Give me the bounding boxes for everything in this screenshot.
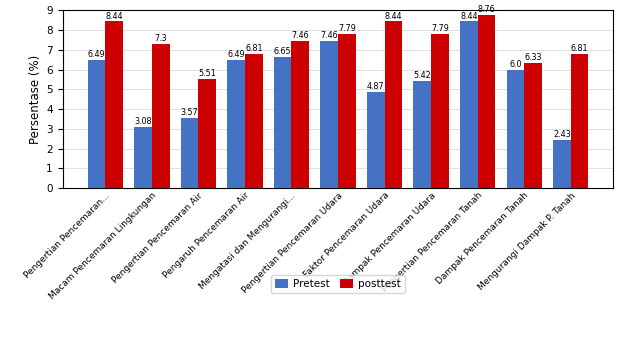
- Text: 6.33: 6.33: [525, 53, 542, 62]
- Text: 6.49: 6.49: [88, 50, 105, 59]
- Legend: Pretest, posttest: Pretest, posttest: [271, 275, 405, 293]
- Bar: [274, 57, 292, 188]
- Bar: [571, 54, 588, 188]
- Bar: [227, 60, 245, 188]
- Text: 6.0: 6.0: [509, 60, 521, 69]
- Bar: [384, 21, 403, 188]
- Text: 7.46: 7.46: [292, 31, 309, 40]
- Bar: [105, 21, 123, 188]
- Text: 7.79: 7.79: [431, 24, 449, 34]
- Bar: [460, 21, 478, 188]
- Bar: [553, 140, 571, 188]
- Y-axis label: Persentase (%): Persentase (%): [29, 55, 42, 144]
- Text: 6.65: 6.65: [274, 47, 292, 56]
- Text: 8.44: 8.44: [384, 12, 402, 21]
- Text: 3.08: 3.08: [134, 117, 151, 127]
- Text: 7.46: 7.46: [321, 31, 338, 40]
- Text: 4.87: 4.87: [367, 82, 384, 91]
- Text: 5.42: 5.42: [413, 71, 431, 80]
- Text: 6.81: 6.81: [571, 44, 588, 53]
- Bar: [134, 127, 152, 188]
- Bar: [198, 79, 216, 188]
- Text: 8.44: 8.44: [460, 12, 478, 21]
- Text: 7.3: 7.3: [155, 34, 167, 43]
- Text: 5.51: 5.51: [198, 69, 216, 78]
- Bar: [367, 92, 384, 188]
- Bar: [506, 69, 524, 188]
- Text: 7.79: 7.79: [338, 24, 356, 34]
- Text: 3.57: 3.57: [181, 108, 198, 117]
- Text: 8.76: 8.76: [478, 5, 495, 14]
- Bar: [152, 44, 170, 188]
- Bar: [181, 118, 198, 188]
- Bar: [245, 54, 263, 188]
- Bar: [88, 60, 105, 188]
- Text: 6.81: 6.81: [245, 44, 262, 53]
- Text: 6.49: 6.49: [227, 50, 245, 59]
- Bar: [321, 41, 338, 188]
- Bar: [338, 34, 356, 188]
- Bar: [413, 81, 431, 188]
- Bar: [478, 15, 495, 188]
- Text: 2.43: 2.43: [553, 130, 571, 139]
- Bar: [524, 63, 542, 188]
- Bar: [431, 34, 449, 188]
- Bar: [292, 41, 309, 188]
- Text: 8.44: 8.44: [105, 12, 123, 21]
